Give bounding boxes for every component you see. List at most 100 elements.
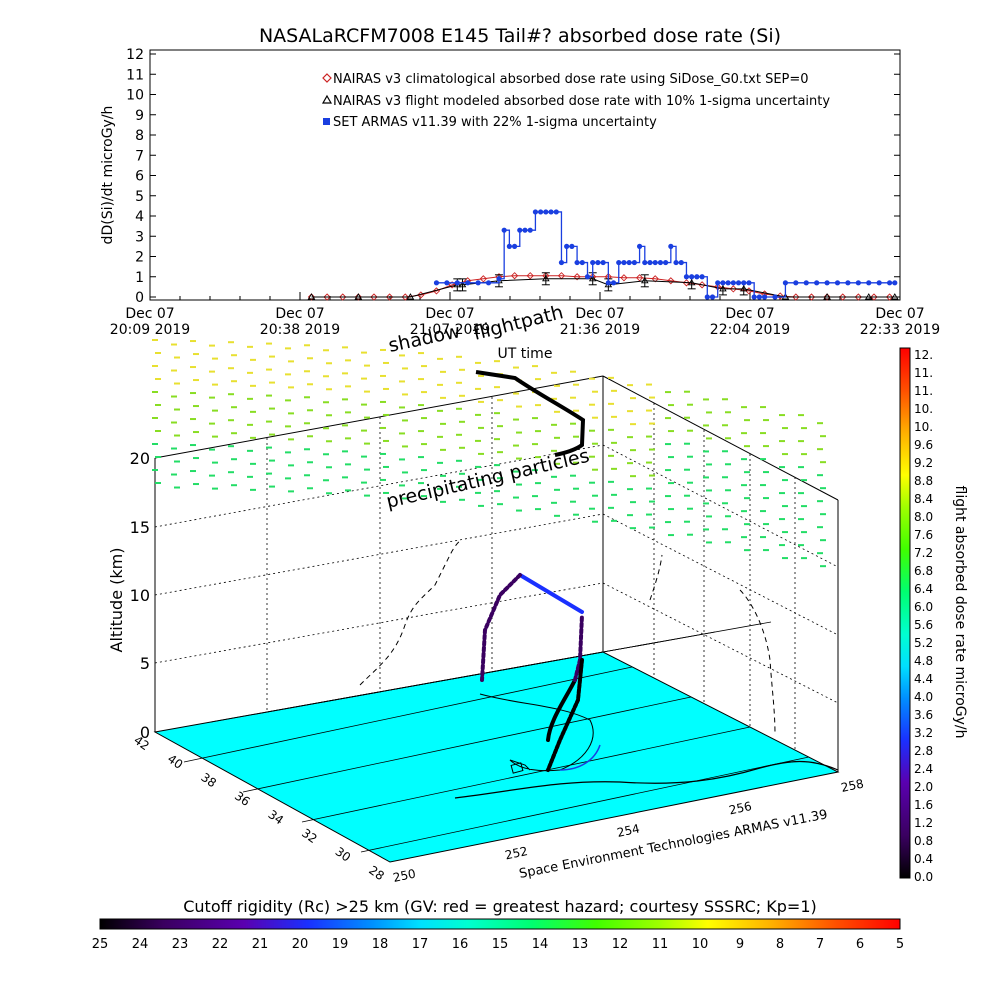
- data-point-set-armas: [751, 294, 757, 300]
- data-point-nairas-clim: [448, 281, 456, 289]
- dose-colorbar-tick-label: 1.6: [914, 798, 933, 812]
- data-point-set-armas: [574, 259, 580, 266]
- data-point-nairas-clim: [651, 275, 659, 283]
- altitude-axis: 0 5 10 15 20: [130, 449, 150, 742]
- data-point-nairas-clim: [729, 285, 737, 293]
- cutoff-rigidity-tick-label: 12: [612, 937, 629, 952]
- data-point-set-armas: [538, 209, 544, 215]
- top-y-tick-label: 10: [126, 88, 144, 104]
- top-y-axis-label: dD(Si)/dt microGy/h: [100, 106, 116, 245]
- data-point-nairas-clim: [339, 293, 347, 301]
- shadow-curve-left: [359, 539, 463, 686]
- data-point-set-armas: [636, 243, 643, 249]
- data-point-set-armas: [584, 274, 591, 280]
- data-point-set-armas: [626, 259, 632, 266]
- dose-colorbar-tick-label: 2.8: [914, 744, 933, 758]
- top-y-tick-label: 4: [135, 209, 144, 225]
- dose-colorbar-ticks: 0.0 0.4 0.8 1.2 1.6 2.0 2.4 2.8 3.2 3.6 4.0 4.4 4.8 5…: [914, 348, 933, 884]
- dose-colorbar-tick-label: 1.2: [914, 816, 933, 830]
- data-point-nairas-clim: [870, 293, 878, 301]
- data-point-nairas-clim: [526, 272, 534, 280]
- cutoff-rigidity-tick-label: 23: [172, 937, 189, 952]
- flight-path-3d: [480, 573, 584, 772]
- ground-track: [454, 760, 839, 799]
- data-point-set-armas: [543, 209, 549, 215]
- data-point-nairas-clim: [823, 293, 831, 301]
- data-point-set-armas: [772, 294, 778, 300]
- data-point-set-armas: [663, 259, 669, 266]
- data-point-nairas-clim: [885, 293, 894, 301]
- cutoff-rigidity-tick-label: 17: [412, 937, 429, 952]
- data-point-nairas-flight: [307, 293, 316, 300]
- data-point-nairas-flight: [823, 293, 831, 300]
- data-point-set-armas: [553, 209, 559, 215]
- right-wall-edge: [602, 375, 839, 501]
- data-point-set-armas: [590, 259, 596, 266]
- data-point-set-armas: [475, 280, 481, 286]
- cutoff-rigidity-tick-label: 10: [692, 937, 709, 952]
- latitude-tick-label: 40: [165, 752, 186, 772]
- dose-colorbar-tick-label: 8.0: [914, 510, 933, 524]
- data-point-nairas-clim: [682, 279, 691, 287]
- data-point-set-armas: [532, 209, 539, 215]
- data-point-set-armas: [621, 259, 627, 266]
- data-point-set-armas: [876, 280, 882, 286]
- top-y-tick-label: 6: [135, 169, 144, 185]
- data-point-set-armas: [496, 276, 502, 282]
- cutoff-rigidity-tick-label: 21: [252, 937, 269, 952]
- top-x-tick-label-time: 21:07 2019: [410, 322, 490, 338]
- legend-item-set-armas: SET ARMAS v11.39 with 22% 1-sigma uncert…: [323, 115, 657, 130]
- top-x-tick-label-date: Dec 07: [575, 306, 624, 322]
- triangle-marker-icon: [321, 94, 333, 104]
- data-point-set-armas: [506, 243, 512, 249]
- series-line-0: [311, 275, 890, 298]
- data-point-set-armas: [558, 259, 565, 266]
- top-x-axis-label: UT time: [498, 346, 553, 362]
- latitude-tick-label: 36: [232, 789, 253, 809]
- data-point-set-armas: [527, 227, 533, 233]
- cutoff-rigidity-tick-label: 15: [492, 937, 509, 952]
- top-y-tick-label: 7: [135, 148, 144, 164]
- data-point-set-armas: [501, 227, 507, 233]
- cutoff-rigidity-ticks: 25 24 23 22 21 20 19 18 17 16 15 14 13 12 11 10 9 8 7 6 5: [92, 937, 904, 952]
- dose-colorbar-tick-label: 3.2: [914, 726, 933, 740]
- cutoff-rigidity-tick-label: 24: [132, 937, 149, 952]
- top-y-tick-label: 8: [135, 128, 144, 144]
- cutoff-rigidity-tick-label: 22: [212, 937, 229, 952]
- data-point-nairas-clim: [370, 293, 378, 301]
- legend-label-nairas-clim: NAIRAS v3 climatological absorbed dose r…: [333, 72, 809, 87]
- data-point-nairas-clim: [667, 277, 675, 285]
- cutoff-rigidity-tick-label: 18: [372, 937, 389, 952]
- ground-track-blue: [559, 744, 601, 771]
- cutoff-rigidity-label: Cutoff rigidity (Rc) >25 km (GV: red = g…: [183, 897, 817, 916]
- data-point-set-armas: [616, 259, 622, 266]
- cutoff-rigidity-tick-label: 13: [572, 937, 589, 952]
- trajectory-3d-panel: shadow flightpath precipitating particle…: [107, 301, 865, 885]
- data-point-set-armas: [600, 259, 606, 266]
- data-point-set-armas: [605, 280, 611, 286]
- top-x-tick-label-date: Dec 07: [125, 306, 174, 322]
- longitude-tick-label: 250: [392, 866, 417, 884]
- data-point-set-armas: [678, 259, 684, 266]
- cutoff-rigidity-tick-label: 14: [532, 937, 549, 952]
- data-point-nairas-clim: [510, 272, 519, 280]
- floor-map: [153, 621, 840, 863]
- data-point-set-armas: [652, 259, 658, 266]
- data-point-set-armas: [720, 280, 726, 286]
- data-point-set-armas: [444, 280, 450, 286]
- top-x-tick-label-date: Dec 07: [725, 306, 774, 322]
- dose-colorbar-tick-label: 0.8: [914, 834, 933, 848]
- square-marker-icon: [323, 118, 330, 125]
- data-point-nairas-clim: [354, 293, 362, 301]
- legend-item-nairas-flight: NAIRAS v3 flight modeled absorbed dose r…: [321, 94, 830, 109]
- data-point-nairas-clim: [854, 293, 862, 301]
- top-y-tick-label: 12: [126, 47, 144, 63]
- data-point-nairas-clim: [776, 292, 784, 300]
- cutoff-rigidity-tick-label: 11: [652, 937, 669, 952]
- data-point-nairas-clim: [792, 293, 800, 301]
- latitude-tick-label: 28: [366, 863, 387, 883]
- dose-colorbar-tick-label: 4.4: [914, 672, 933, 686]
- data-point-set-armas: [694, 274, 700, 280]
- top-y-tick-label: 3: [135, 229, 144, 245]
